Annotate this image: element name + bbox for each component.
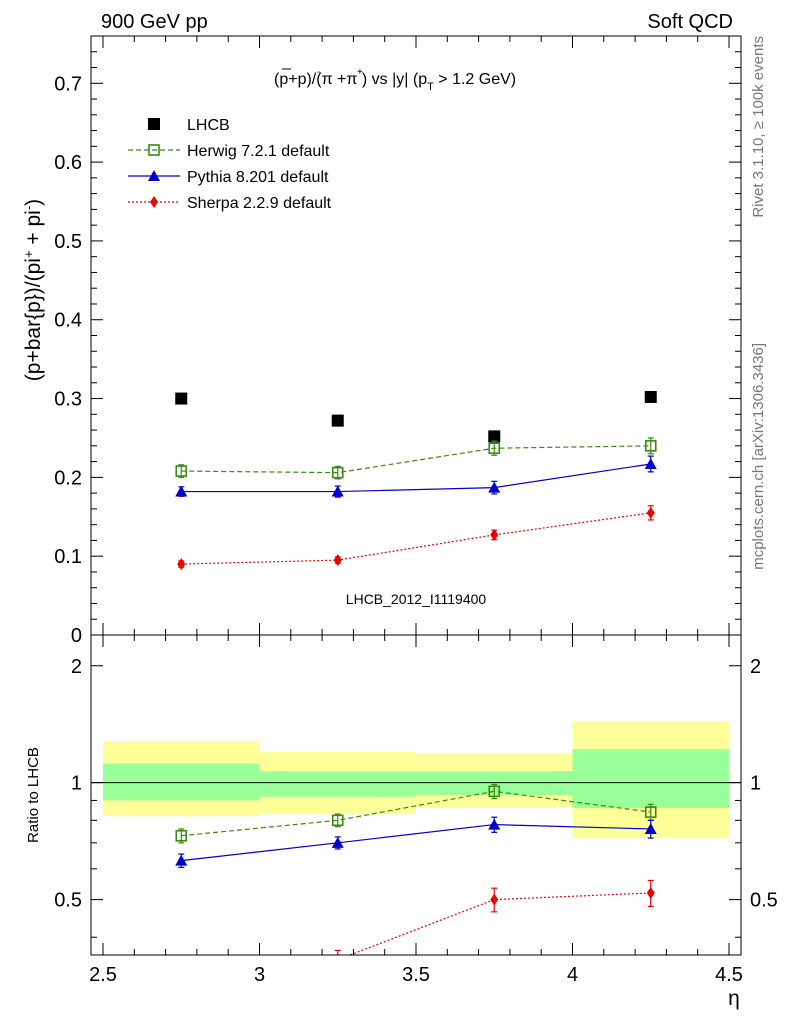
main-point-pythia-1 xyxy=(331,485,344,497)
ratio-band-inner-0 xyxy=(103,763,260,801)
main-point-lhcb-2 xyxy=(488,430,501,443)
main-ytick-label-1: 0.1 xyxy=(54,546,82,568)
main-line-herwig xyxy=(181,445,651,474)
ratio-ytick-label-left-1: 1 xyxy=(71,773,82,795)
legend-marker-herwig xyxy=(148,144,160,156)
ratio-ytick-label-left-2: 2 xyxy=(71,656,82,678)
ratio-band-inner-3 xyxy=(572,749,729,809)
main-y-label-sup2: - xyxy=(21,206,36,210)
ratio-point-sherpa-0 xyxy=(177,980,185,992)
main-point-lhcb-3 xyxy=(644,390,657,403)
header-left: 900 GeV pp xyxy=(101,11,208,33)
main-series-group xyxy=(175,390,657,571)
main-point-lhcb-0 xyxy=(175,392,188,405)
ratio-line-herwig xyxy=(181,790,651,837)
main-point-herwig-2 xyxy=(488,442,501,455)
main-ytick-label-0: 0 xyxy=(71,625,82,647)
legend: LHCB Herwig 7.2.1 default Pythia 8.201 def… xyxy=(128,117,332,212)
title-sup-plus: + xyxy=(357,67,363,78)
main-point-pythia-0 xyxy=(175,485,188,497)
xtick-label-1: 3 xyxy=(254,964,265,986)
main-point-pythia-2 xyxy=(488,481,501,493)
ratio-point-sherpa-2 xyxy=(490,893,499,906)
main-ytick-label-6: 0.6 xyxy=(54,152,82,174)
ratio-point-sherpa-3 xyxy=(646,886,655,899)
legend-marker-sherpa xyxy=(150,196,158,208)
main-point-sherpa-0 xyxy=(177,558,186,571)
main-line-sherpa xyxy=(181,512,651,565)
ratio-series-group xyxy=(175,783,657,992)
main-ytick-label-2: 0.2 xyxy=(54,467,82,489)
title-tail: > 1.2 GeV) xyxy=(434,71,516,88)
main-plot-title-text: (p+p)/(π +π ) vs |y| (pT > 1.2 GeV) xyxy=(274,71,516,93)
xtick-label-2: 3.5 xyxy=(402,964,430,986)
ratio-point-sherpa-1 xyxy=(336,953,339,955)
ratio-band-inner-1 xyxy=(259,771,416,797)
main-point-herwig-0 xyxy=(175,465,188,477)
header-right: Soft QCD xyxy=(647,11,733,33)
xtick-label-0: 2.5 xyxy=(89,964,117,986)
main-point-lhcb-1 xyxy=(331,414,344,427)
legend-marker-lhcb xyxy=(148,118,160,130)
main-point-pythia-3 xyxy=(644,457,657,469)
main-ytick-label-7: 0.7 xyxy=(54,73,82,95)
ratio-point-pythia-2 xyxy=(488,818,501,830)
main-y-label-b: + pi xyxy=(22,210,45,250)
legend-label-lhcb: LHCB xyxy=(187,117,230,134)
ratio-line-pythia xyxy=(181,823,651,862)
legend-marker-pythia xyxy=(148,170,160,181)
ratio-point-pythia-0 xyxy=(175,854,188,866)
xtick-label-4: 4.5 xyxy=(715,964,743,986)
main-point-herwig-3 xyxy=(644,440,657,452)
ratio-ytick-label-right-1: 1 xyxy=(750,773,761,795)
mcplots-label: mcplots.cern.ch [arXiv:1306.3436] xyxy=(750,343,767,570)
rivet-label: Rivet 3.1.10, ≥ 100k events xyxy=(750,36,767,218)
analysis-watermark: LHCB_2012_I1119400 xyxy=(346,591,487,607)
legend-label-sherpa: Sherpa 2.2.9 default xyxy=(187,195,332,212)
ratio-y-label: Ratio to LHCB xyxy=(25,747,42,843)
main-y-label: (p+bar{p})/(pi+ + pi-) xyxy=(21,199,46,381)
main-ytick-label-5: 0.5 xyxy=(54,231,82,253)
main-y-label-sup1: + xyxy=(21,250,36,258)
x-axis-label: η xyxy=(728,987,740,1010)
main-ytick-label-4: 0.4 xyxy=(54,310,82,332)
main-point-sherpa-3 xyxy=(646,506,655,519)
ratio-ytick-label-right-0: 0.5 xyxy=(750,890,778,912)
ratio-bands xyxy=(91,721,741,839)
chart-axes: 0 0.1 0.2 0.3 0.4 0.5 0.6 0.7 2.5 3 3.5 4 4.5 0.5 0.5 1… xyxy=(54,35,778,986)
ratio-point-pythia-3 xyxy=(644,822,657,834)
ratio-point-herwig-2 xyxy=(488,785,501,798)
ratio-line-sherpa xyxy=(348,892,651,955)
main-point-sherpa-1 xyxy=(333,554,342,567)
main-line-pythia xyxy=(181,463,651,493)
title-sup-minus: - xyxy=(317,67,320,78)
chart-marks xyxy=(175,390,657,992)
main-plot-title: (p+p)/(π +π ) vs |y| (pT > 1.2 GeV) - + xyxy=(274,67,516,93)
main-y-label-a: (p+bar{p})/(pi xyxy=(22,258,45,381)
ratio-point-herwig-0 xyxy=(175,829,188,842)
ratio-ytick-label-right-2: 2 xyxy=(750,656,761,678)
legend-label-herwig: Herwig 7.2.1 default xyxy=(187,143,330,160)
main-point-sherpa-2 xyxy=(490,528,499,541)
legend-label-pythia: Pythia 8.201 default xyxy=(187,169,329,186)
main-y-label-c: ) xyxy=(22,199,45,206)
title-sub: T xyxy=(427,81,434,93)
main-point-herwig-1 xyxy=(331,466,344,479)
ratio-ytick-label-left-0: 0.5 xyxy=(54,890,82,912)
xtick-label-3: 4 xyxy=(567,964,578,986)
main-ytick-label-3: 0.3 xyxy=(54,389,82,411)
ratio-point-herwig-1 xyxy=(331,814,344,827)
title-main: (p+p)/(π +π ) vs |y| (p xyxy=(274,71,427,88)
ratio-point-herwig-3 xyxy=(644,806,657,818)
ratio-point-pythia-1 xyxy=(331,836,344,848)
